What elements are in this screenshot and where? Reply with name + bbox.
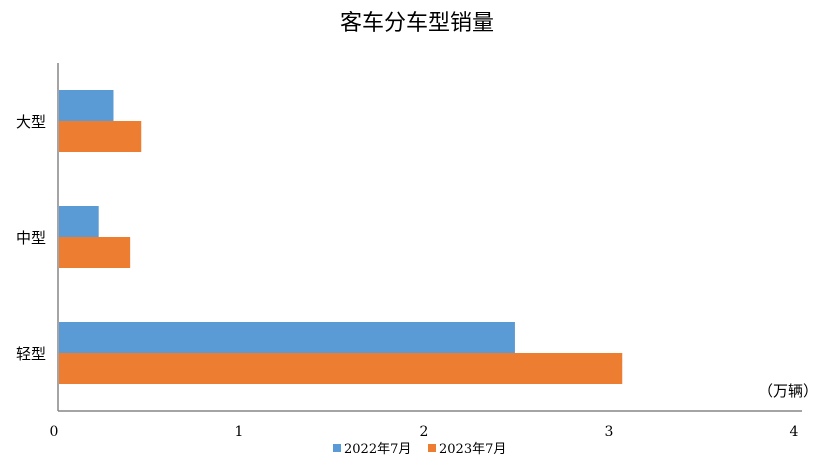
x-tick-label: 1 (235, 424, 244, 440)
chart-title: 客车分车型销量 (340, 11, 494, 36)
x-tick-label: 0 (50, 424, 59, 440)
unit-label: （万辆） (758, 382, 818, 400)
category-label: 中型 (16, 229, 46, 247)
legend: 2022年7月 2023年7月 (333, 442, 506, 457)
bar-2022年7月 (59, 206, 99, 237)
legend-swatch (428, 444, 436, 452)
category-label: 轻型 (16, 345, 46, 363)
bar-2023年7月 (59, 237, 131, 268)
bar-2022年7月 (59, 90, 114, 121)
legend-swatch (333, 444, 341, 452)
x-tick-label: 3 (605, 424, 614, 440)
bar-2022年7月 (59, 322, 515, 353)
bar-2023年7月 (59, 121, 142, 152)
x-tick-label: 2 (420, 424, 429, 440)
x-tick-label: 4 (790, 424, 799, 440)
category-label: 大型 (16, 113, 46, 131)
legend-label: 2023年7月 (439, 442, 506, 457)
legend-label: 2022年7月 (344, 442, 411, 457)
bar-2023年7月 (59, 353, 623, 384)
